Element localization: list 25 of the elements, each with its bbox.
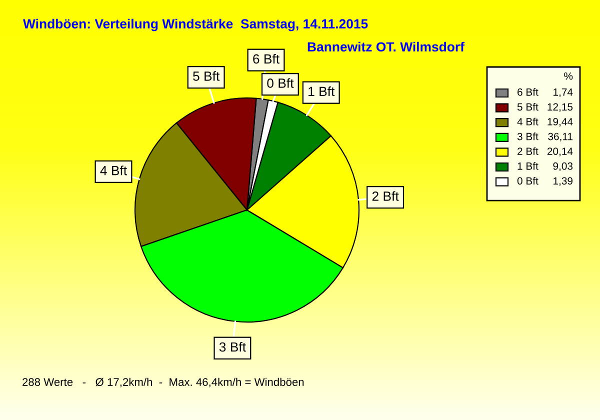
data-label: 12,15: [548, 103, 573, 112]
legend-label: 3 Bft: [517, 132, 538, 140]
slice-label: 5 Bft: [193, 71, 220, 81]
data-label: 20,14: [547, 148, 573, 156]
text: 288 Werte - Ø 17,2km/h - Max. 46,4km/h = Windböen: [22, 378, 304, 388]
data-label: 1,74: [554, 88, 573, 98]
legend-title: %: [564, 72, 573, 80]
slice-label: 3 Bft: [219, 342, 246, 352]
legend-label: 0 Bft: [517, 176, 538, 185]
chart-subtitle: Bannewitz OT. Wilmsdorf: [308, 42, 465, 52]
category-label: 0 Bft: [267, 78, 294, 88]
chart-title: Windböen: Verteilung Windstärke Samstag, 14.11.2015: [23, 18, 368, 32]
data-label: 9,03: [553, 162, 573, 172]
data-label: 1,39: [554, 177, 573, 186]
legend-label: 6 Bft: [518, 88, 538, 96]
slice-label: 2 Bft: [372, 191, 399, 201]
slice-label: 4 Bft: [100, 166, 127, 176]
legend-label: 4 Bft: [517, 118, 538, 126]
slice-label: 6 Bft: [253, 54, 280, 64]
legend-label: 1 Bft: [518, 162, 538, 170]
legend-label: 5 Bft: [517, 102, 538, 111]
data-label: 19,44: [548, 118, 573, 127]
slice-label: 1 Bft: [308, 86, 335, 96]
data-label: 36,11: [548, 132, 572, 142]
legend-label: 2 Bft: [518, 147, 538, 155]
